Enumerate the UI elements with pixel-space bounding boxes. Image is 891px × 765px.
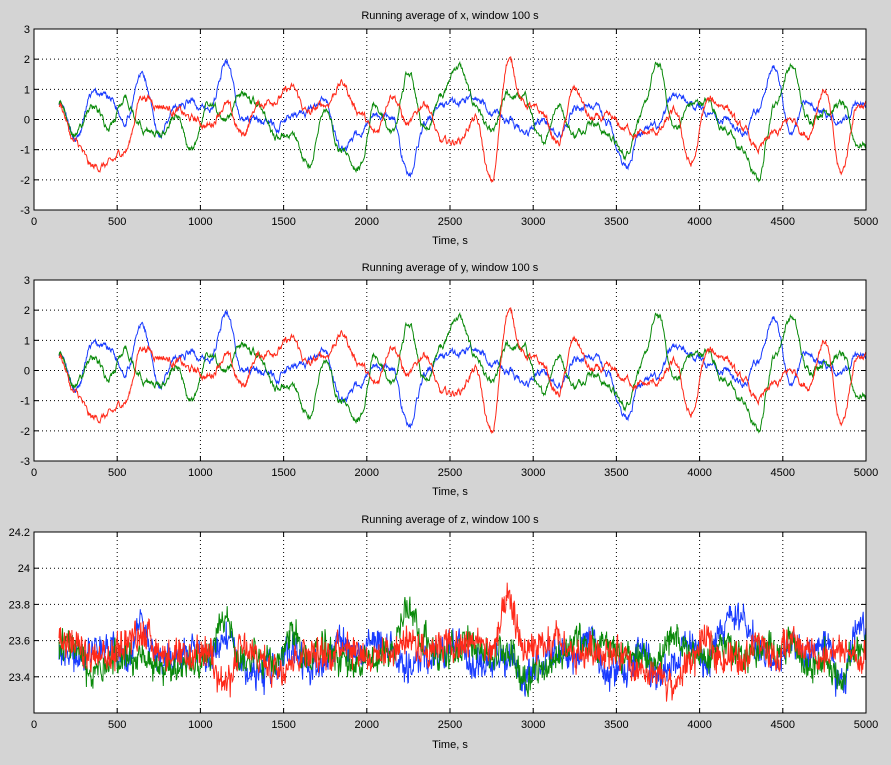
x-tick-label: 1000 — [188, 216, 212, 228]
x-tick-label: 3500 — [604, 467, 628, 479]
series-line-red — [58, 56, 866, 184]
x-tick-label: 2000 — [355, 216, 379, 228]
x-tick-label: 4500 — [771, 216, 795, 228]
plot-area — [34, 532, 866, 713]
x-tick-label: 2000 — [355, 467, 379, 479]
x-tick-label: 3000 — [521, 216, 545, 228]
y-tick-label: 3 — [24, 24, 30, 36]
x-tick-label: 1000 — [188, 719, 212, 731]
y-tick-label: 2 — [24, 305, 30, 317]
axes-box — [33, 279, 867, 462]
x-tick-label: 2500 — [438, 467, 462, 479]
y-tick-label: 24.2 — [9, 527, 30, 539]
x-tick-label: 1000 — [188, 467, 212, 479]
x-tick-label: 1500 — [271, 719, 295, 731]
x-tick-label: 4000 — [687, 216, 711, 228]
axes-box — [33, 28, 867, 211]
y-tick-label: 1 — [24, 335, 30, 347]
x-tick-label: 4000 — [687, 467, 711, 479]
series-line-red — [58, 307, 866, 435]
y-tick-label: 3 — [24, 275, 30, 287]
x-tick-label: 0 — [31, 467, 37, 479]
y-tick-label: 0 — [24, 115, 30, 127]
y-tick-label: 24 — [18, 563, 30, 575]
x-tick-label: 1500 — [271, 467, 295, 479]
y-tick-label: 23.8 — [9, 599, 30, 611]
axes-box — [33, 531, 867, 714]
x-tick-label: 500 — [108, 216, 126, 228]
x-tick-label: 3500 — [604, 719, 628, 731]
x-tick-label: 4500 — [771, 467, 795, 479]
x-tick-label: 5000 — [854, 719, 878, 731]
y-tick-label: -3 — [20, 205, 30, 217]
axes-2: 0 500 1000 1500 2000 2500 3000 3500 4000 4500 5000… — [9, 527, 879, 731]
y-tick-label: -2 — [20, 426, 30, 438]
x-tick-label: 3500 — [604, 216, 628, 228]
x-tick-label: 2500 — [438, 719, 462, 731]
y-tick-label: 1 — [24, 84, 30, 96]
x-tick-label: 500 — [108, 467, 126, 479]
series-line-green — [58, 311, 866, 434]
series-line-green — [58, 60, 866, 183]
series-line-blue — [58, 309, 866, 429]
y-tick-label: -2 — [20, 175, 30, 187]
y-tick-label: -1 — [20, 145, 30, 157]
x-tick-label: 4500 — [771, 719, 795, 731]
chart-xlabel-x: Time, s — [432, 235, 468, 247]
series-line-blue — [58, 58, 866, 178]
x-tick-label: 2000 — [355, 719, 379, 731]
y-tick-label: 23.4 — [9, 672, 30, 684]
chart-title-z: Running average of z, window 100 s — [361, 514, 539, 526]
x-tick-label: 1500 — [271, 216, 295, 228]
chart-title-y: Running average of y, window 100 s — [362, 262, 539, 274]
x-tick-label: 3000 — [521, 719, 545, 731]
x-tick-label: 0 — [31, 719, 37, 731]
chart-xlabel-z: Time, s — [432, 739, 468, 751]
y-tick-label: 2 — [24, 54, 30, 66]
axes-0: 0 500 1000 1500 2000 2500 3000 3500 4000 4500 5000… — [20, 24, 878, 228]
x-tick-label: 3000 — [521, 467, 545, 479]
chart-title-x: Running average of x, window 100 s — [361, 10, 539, 22]
x-tick-label: 2500 — [438, 216, 462, 228]
y-tick-label: -1 — [20, 396, 30, 408]
x-tick-label: 4000 — [687, 719, 711, 731]
axes-1: 0 500 1000 1500 2000 2500 3000 3500 4000 4500 5000… — [20, 275, 878, 479]
y-tick-label: 0 — [24, 366, 30, 378]
y-tick-label: -3 — [20, 456, 30, 468]
x-tick-label: 0 — [31, 216, 37, 228]
y-tick-label: 23.6 — [9, 636, 30, 648]
chart-xlabel-y: Time, s — [432, 486, 468, 498]
x-tick-label: 500 — [108, 719, 126, 731]
x-tick-label: 5000 — [854, 467, 878, 479]
x-tick-label: 5000 — [854, 216, 878, 228]
series-line-red — [58, 582, 866, 702]
